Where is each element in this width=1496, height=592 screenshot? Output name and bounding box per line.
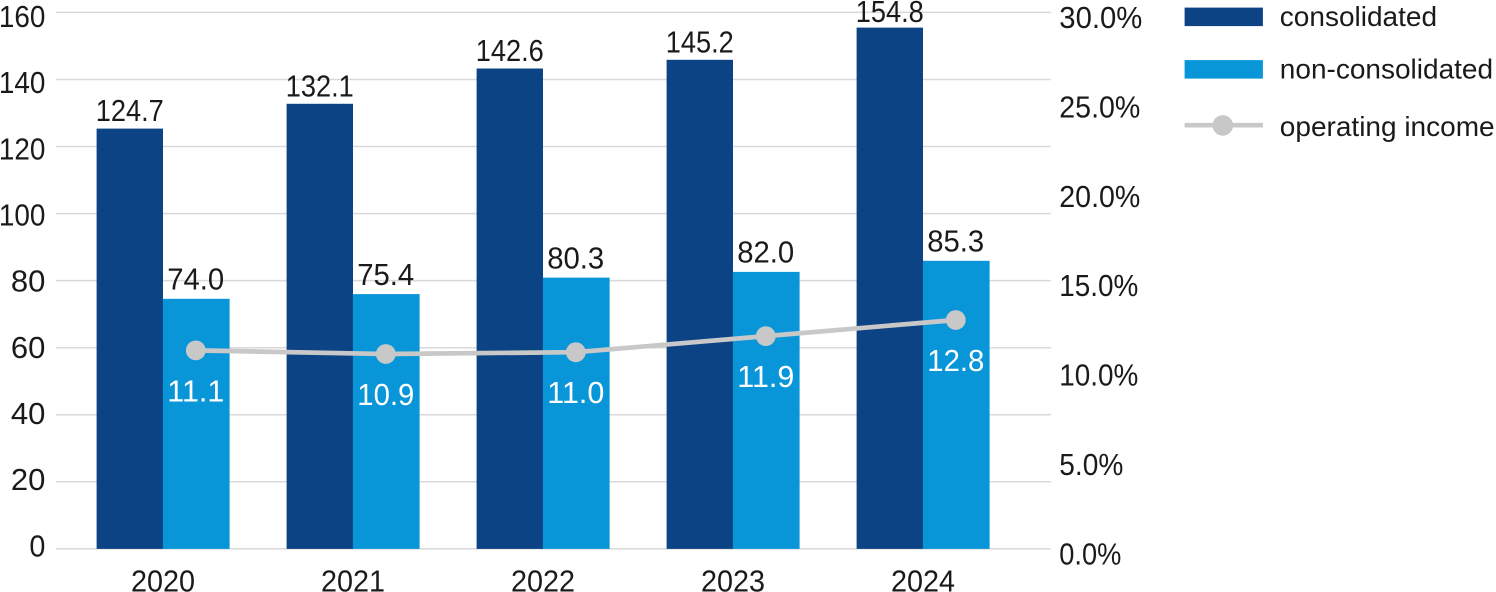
svg-text:154.8: 154.8 — [856, 0, 924, 29]
svg-text:140: 140 — [0, 66, 45, 100]
svg-text:2021: 2021 — [321, 565, 385, 592]
svg-text:60: 60 — [11, 331, 46, 365]
svg-text:10.0%: 10.0% — [1059, 359, 1138, 393]
svg-text:120: 120 — [0, 132, 45, 166]
svg-text:0: 0 — [29, 529, 45, 563]
svg-text:non-consolidated: non-consolidated — [1280, 54, 1493, 85]
svg-text:2020: 2020 — [131, 565, 195, 592]
svg-text:142.6: 142.6 — [476, 34, 544, 68]
svg-text:124.7: 124.7 — [96, 94, 164, 128]
svg-text:160: 160 — [0, 0, 45, 34]
svg-text:132.1: 132.1 — [286, 69, 354, 103]
svg-text:145.2: 145.2 — [666, 25, 734, 59]
svg-text:consolidated: consolidated — [1280, 1, 1437, 32]
svg-text:10.9: 10.9 — [357, 378, 414, 412]
svg-text:11.1: 11.1 — [167, 374, 224, 408]
svg-text:2024: 2024 — [891, 565, 955, 592]
svg-text:74.0: 74.0 — [167, 263, 224, 297]
svg-text:15.0%: 15.0% — [1059, 269, 1138, 303]
svg-text:2022: 2022 — [511, 565, 575, 592]
svg-text:100: 100 — [0, 199, 45, 233]
svg-text:operating income: operating income — [1280, 111, 1495, 142]
svg-text:30.0%: 30.0% — [1059, 1, 1142, 35]
svg-text:80: 80 — [11, 265, 46, 299]
svg-text:25.0%: 25.0% — [1059, 90, 1140, 124]
svg-text:11.0: 11.0 — [547, 376, 604, 410]
svg-text:12.8: 12.8 — [927, 344, 984, 378]
svg-text:75.4: 75.4 — [357, 258, 414, 292]
svg-text:0.0%: 0.0% — [1059, 538, 1121, 572]
svg-text:40: 40 — [11, 397, 46, 431]
svg-text:80.3: 80.3 — [547, 241, 604, 275]
svg-text:85.3: 85.3 — [927, 225, 984, 259]
svg-text:20: 20 — [11, 463, 46, 497]
svg-text:5.0%: 5.0% — [1059, 448, 1123, 482]
svg-text:82.0: 82.0 — [737, 236, 794, 270]
svg-text:2023: 2023 — [701, 565, 765, 592]
svg-text:20.0%: 20.0% — [1059, 180, 1140, 214]
svg-text:11.9: 11.9 — [737, 360, 794, 394]
